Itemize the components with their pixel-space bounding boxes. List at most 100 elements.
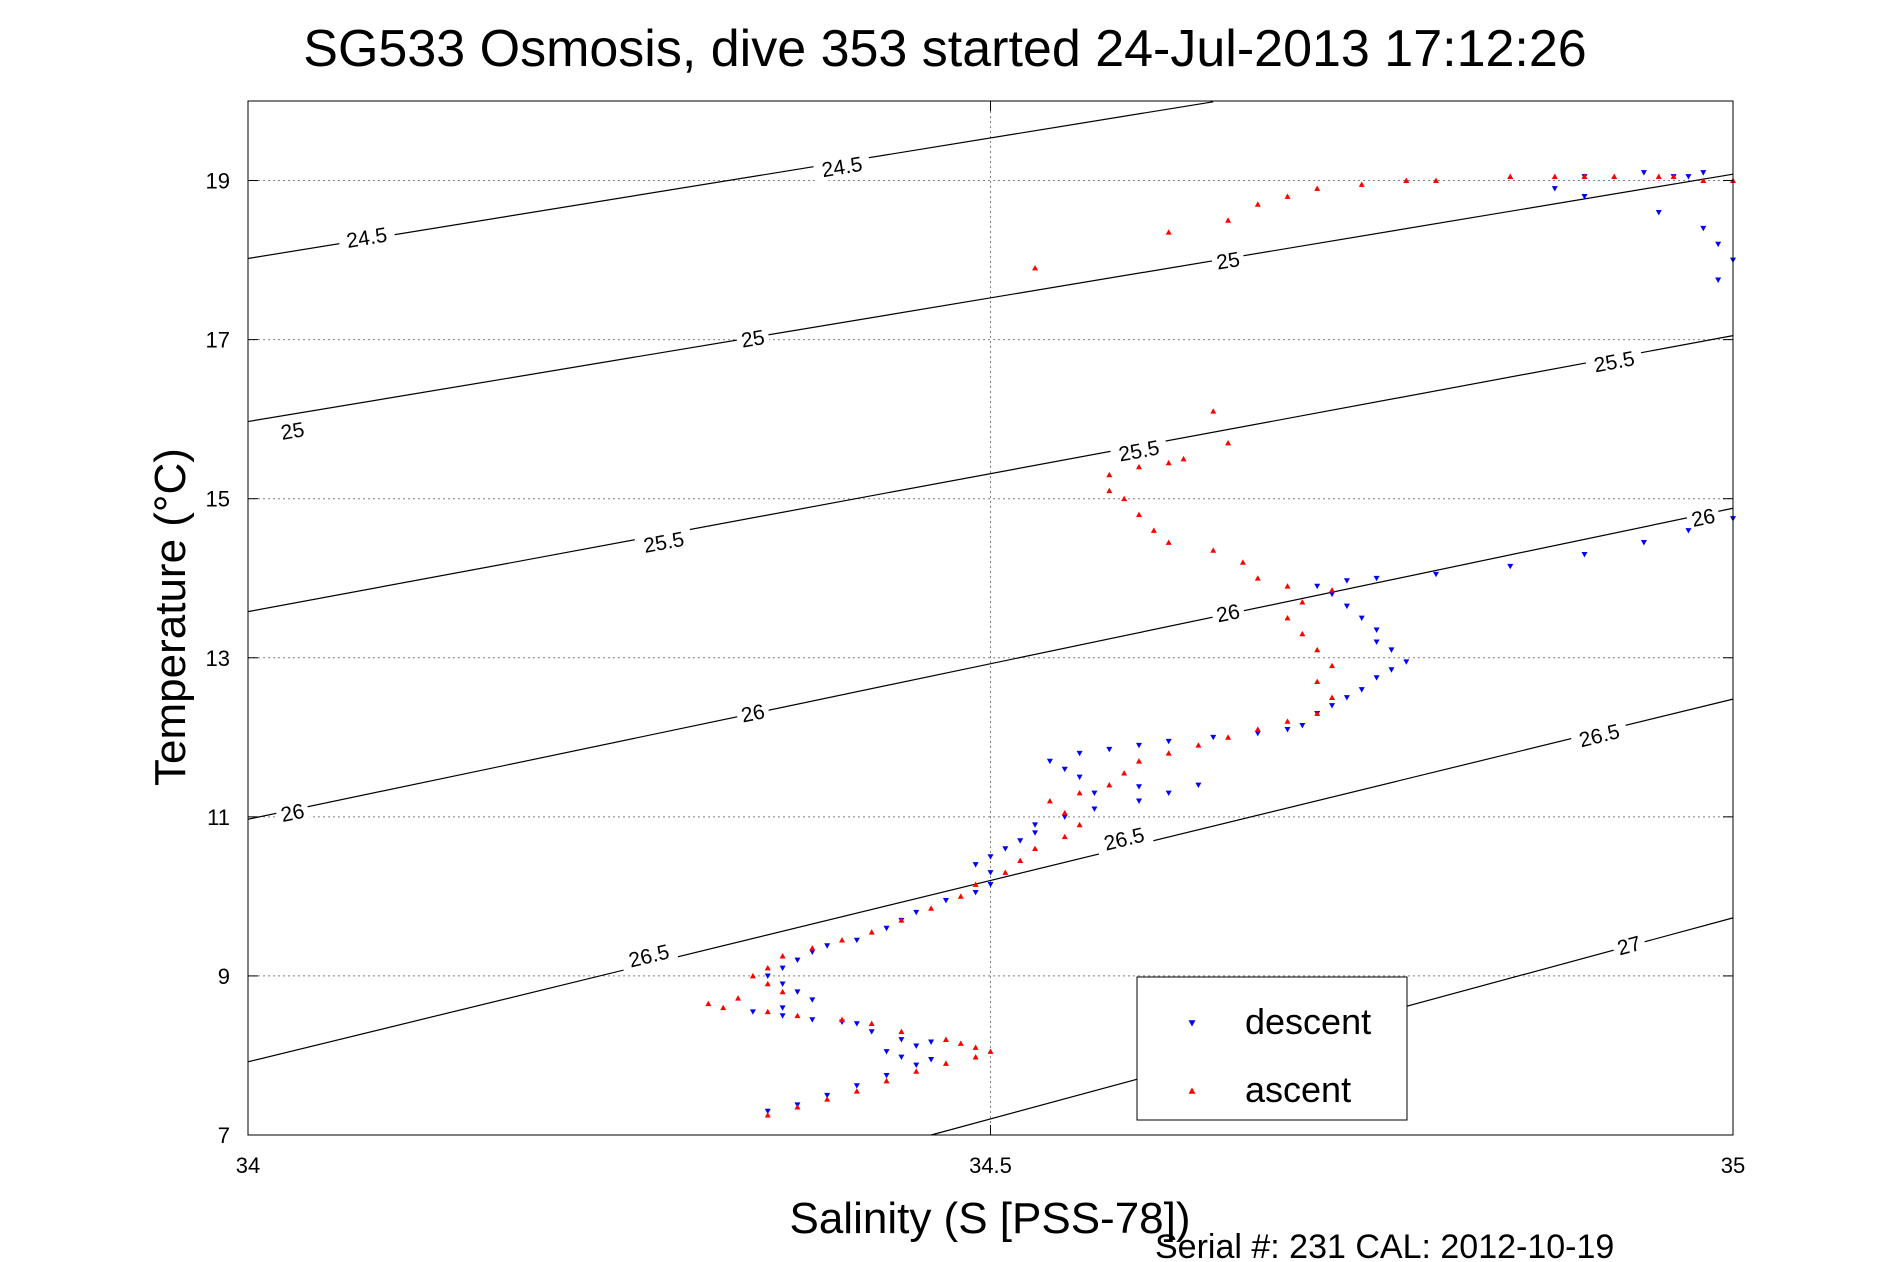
chart-title: SG533 Osmosis, dive 353 started 24-Jul-2… [303,20,1586,78]
ascent-point [1433,177,1439,183]
descent-point [853,1021,860,1027]
ascent-point [1551,173,1558,179]
descent-point [1046,758,1053,765]
ascent-point [1284,583,1291,589]
ascent-point [1254,575,1261,581]
ascent-point [972,881,979,887]
descent-point [1299,722,1306,729]
y-tick-label: 7 [218,1123,230,1148]
ascent-point [1210,408,1217,414]
ascent-point [1314,710,1321,716]
descent-point [913,909,920,916]
ascent-point [942,1036,949,1042]
descent-point [809,949,816,956]
density-contour-line [247,173,1734,423]
ascent-point [1076,821,1083,828]
descent-point [1388,647,1395,653]
ascent-point [839,1016,845,1023]
descent-point [1165,790,1172,796]
contour-label: 26 [1690,505,1718,532]
descent-point [1433,571,1439,578]
contour-label-bg [812,149,872,183]
descent-point [1002,846,1009,852]
descent-point [913,1043,920,1049]
ascent-point [764,1112,771,1118]
contour-label-bg [1569,716,1630,754]
ascent-point [1017,857,1024,863]
contour-label: 26 [279,800,307,827]
ascent-point [1032,265,1039,271]
x-axis-label: Salinity (S [PSS-78]) [789,1194,1190,1243]
descent-point [1136,798,1142,804]
ascent-point [1284,718,1291,724]
ascent-point [1046,797,1053,804]
contour-label-bg [633,524,694,559]
descent-point [883,925,890,932]
legend-label-descent: descent [1245,1001,1371,1042]
descent-point [1091,790,1098,796]
descent-point [883,1049,890,1055]
y-tick-label: 15 [206,487,230,512]
contour-label-bg [618,936,679,974]
ascent-point [794,1012,801,1019]
ascent-point [839,937,845,943]
ascent-point [883,1077,890,1084]
legend: descent ascent [1136,976,1408,1121]
ascent-point [898,917,905,923]
descent-point [1640,170,1647,176]
descent-point [1314,583,1321,590]
descent-point [883,1072,890,1079]
descent-point [1507,563,1514,570]
descent-point [928,1057,935,1063]
ascent-point [1225,734,1232,740]
descent-point [1106,746,1113,753]
ascent-point [913,1068,920,1074]
ascent-point [764,1008,771,1015]
descent-point [1329,703,1336,709]
descent-point [987,854,994,860]
legend-marker-ascent [1188,1087,1196,1094]
descent-point [1373,639,1380,645]
ascent-point [972,1054,979,1060]
descent-point [1581,551,1588,558]
descent-point [1373,575,1380,582]
ascent-point [1136,758,1142,764]
data-points [705,170,1736,1118]
contour-label-bg [734,323,771,353]
descent-point [1061,814,1068,820]
descent-point [1343,603,1350,610]
legend-label-ascent: ascent [1245,1069,1351,1110]
contour-label-bg [1093,819,1154,857]
ascent-point [705,1000,712,1007]
descent-point [972,890,979,896]
ascent-point [1180,455,1187,462]
ascent-point [764,964,771,971]
descent-point [1388,667,1395,673]
contour-label-bg [734,697,771,728]
y-tick-label: 9 [218,964,230,989]
descent-point [898,1054,905,1061]
ascent-point [1314,678,1321,685]
descent-point [853,937,860,944]
ascent-point [1061,833,1068,840]
y-tick-label: 13 [206,646,230,671]
ascent-point [1165,750,1172,756]
descent-point [1715,241,1722,248]
ascent-point [1507,173,1514,179]
ascent-point [1165,539,1172,545]
axis-ticks: 34 34.5 35 7 9 11 13 15 17 19 [206,101,1745,1178]
ascent-point [957,1040,964,1046]
ascent-point [1121,770,1128,776]
descent-point [898,1037,905,1043]
descent-point [1210,734,1217,741]
ascent-point [1700,177,1707,183]
descent-point [1032,830,1039,836]
ascent-point [1165,459,1172,466]
ascent-point [779,988,786,995]
ascent-point [1210,547,1217,553]
descent-point [809,1017,816,1023]
density-contour-line [247,698,1734,1063]
ascent-point [1284,615,1291,621]
contour-label-bg [337,220,397,254]
descent-point [987,882,994,888]
